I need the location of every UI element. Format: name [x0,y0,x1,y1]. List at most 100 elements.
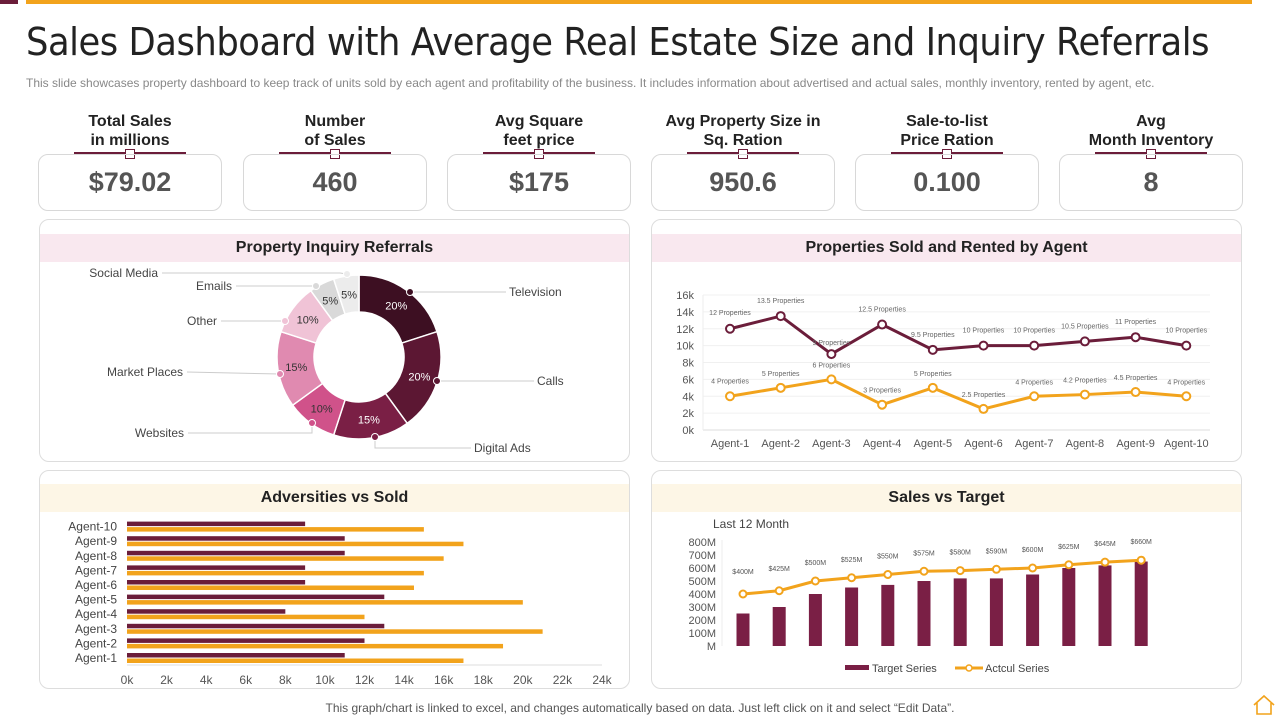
data-label: 5 Properties [914,371,952,378]
x-tick-label: 4k [200,673,214,687]
x-tick-label: Agent-7 [1015,438,1054,450]
page-subtitle: This slide showcases property dashboard … [26,76,1155,90]
y-tick-label: 100M [688,628,716,640]
data-label: 4 Properties [1015,379,1053,386]
donut-slice-social-media [332,274,360,316]
x-tick-label: Agent-9 [1116,438,1155,450]
bar-agent-8 [127,556,444,561]
bar-agent-2 [127,638,365,643]
legend-marker [965,664,973,672]
series-line [729,314,1187,356]
data-label: 2.5 Properties [962,392,1006,399]
y-tick-label: Agent-7 [75,563,117,577]
y-tick-label: Agent-4 [75,607,117,621]
x-tick-label: 0k [121,673,135,687]
bar-agent-4 [127,609,286,614]
data-label: 5 Properties [762,371,800,378]
bar-agent-10 [127,527,424,532]
slice-percent-label: 5% [322,295,338,307]
legend-label: Actcul Series [985,663,1050,675]
data-point [774,586,784,596]
target-bar [1134,561,1148,646]
category-label: Calls [537,374,564,388]
leader-dot [433,377,441,385]
target-bar [1098,565,1112,646]
y-tick-label: Agent-9 [75,534,117,548]
bar-agent-9 [127,541,464,547]
kpi-value: $79.02 [38,154,222,211]
leader-dot [406,288,414,296]
y-tick-label: 800M [688,537,716,549]
y-tick-label: Agent-5 [75,593,117,607]
target-bar [953,578,967,646]
x-tick-label: 16k [434,673,454,687]
y-tick-label: 400M [688,589,716,601]
panel-title: Sales vs Target [652,484,1241,512]
top-accent-bar-left [0,0,18,4]
data-point [826,349,837,360]
panel-referrals: Property Inquiry Referrals [39,219,630,462]
y-tick-label: Agent-6 [75,578,117,592]
data-label: 4 Properties [1167,379,1205,386]
data-point [810,576,820,586]
panel-sales-target: Sales vs Target [651,470,1242,689]
kpi-value: $175 [447,154,631,211]
data-label: 4 Properties [711,378,749,385]
y-tick-label: 0k [682,425,694,437]
data-label: $590M [986,548,1008,555]
y-tick-label: 4k [682,391,694,403]
kpi-label: Avg Square feet price [494,113,584,149]
data-label: $575M [913,550,935,557]
data-label: 13.5 Properties [757,298,805,305]
y-tick-label: 600M [688,563,716,575]
data-label: 12 Properties [709,310,751,317]
bar-agent-6 [127,580,306,585]
data-point [877,399,888,410]
y-tick-label: Agent-10 [68,520,117,534]
leader-dot [312,282,320,290]
category-label: Television [509,285,562,299]
data-point [1079,336,1090,347]
data-label: $525M [841,557,863,564]
panel-title: Adversities vs Sold [40,484,629,512]
bar-agent-8 [127,550,345,556]
home-icon[interactable] [1252,694,1276,716]
leader-line [374,437,471,449]
leader-dot [308,419,316,427]
data-label: 4.2 Properties [1063,378,1107,385]
data-point [877,319,888,330]
y-tick-label: 6k [682,374,694,386]
data-point [927,344,938,355]
x-tick-label: 2k [160,673,174,687]
slice-percent-label: 20% [385,301,407,313]
bar-agent-5 [127,600,523,605]
category-label: Social Media [89,266,158,280]
data-label: 10 Properties [1013,328,1055,335]
kpi-value: 0.100 [855,154,1039,211]
panel-agent-line: Properties Sold and Rented by Agent [651,219,1242,462]
category-label: Digital Ads [474,441,531,455]
category-label: Other [187,314,217,328]
legend-label: Target Series [872,663,937,675]
x-tick-label: 24k [592,673,612,687]
data-point [991,564,1001,574]
slice-percent-label: 20% [408,372,430,384]
x-tick-label: Agent-4 [863,438,902,450]
top-accent-bar [26,0,1252,4]
target-bar [917,581,931,646]
y-tick-label: 14k [676,307,694,319]
data-point [1130,387,1141,398]
data-point [1028,563,1038,573]
kpi-label: Number of Sales [304,113,366,149]
leader-line [188,423,313,434]
data-label: $660M [1130,539,1152,546]
y-tick-label: Agent-3 [75,622,117,636]
chart-subtitle: Last 12 Month [713,517,789,531]
data-label: 9 Properties [813,340,851,347]
category-label: Market Places [107,365,183,379]
slice-percent-label: 10% [297,315,319,327]
target-bar [736,613,750,646]
x-tick-label: 14k [394,673,414,687]
data-label: $400M [732,569,754,576]
kpi-value: 950.6 [651,154,835,211]
